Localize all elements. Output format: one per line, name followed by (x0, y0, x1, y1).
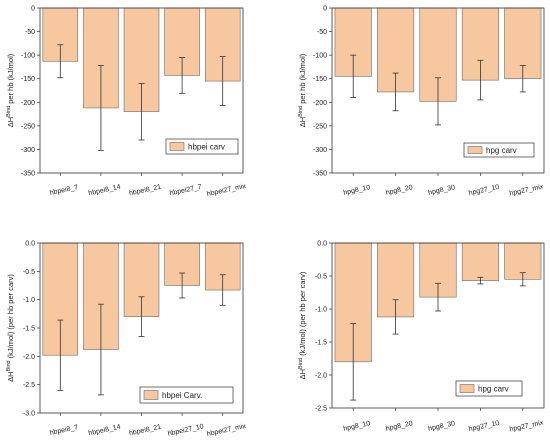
y-tick-label: -350 (21, 171, 35, 178)
y-tick-label: -200 (313, 100, 327, 107)
legend-label: hpg carv (478, 385, 509, 394)
y-tick-label: -1.0 (315, 307, 327, 314)
x-tick-label: hbpei8_14 (88, 184, 122, 198)
x-tick-label: hbpei8_7 (49, 424, 79, 437)
x-tick-label: hpg27_10 (468, 420, 500, 433)
x-tick-label: hbpei8_7 (49, 184, 79, 197)
y-tick-label: -50 (317, 29, 327, 36)
y-tick-label: -150 (313, 76, 327, 83)
x-tick-label: hpg27_mix (509, 419, 544, 433)
y-tick-label: -1.5 (23, 326, 35, 333)
x-tick-label: hbpei8_14 (88, 424, 122, 438)
x-tick-label: hpg8_20 (385, 184, 413, 197)
x-tick-label: hbpei27_mix (206, 423, 247, 438)
y-tick-label: -100 (313, 53, 327, 60)
legend-label: hbpei Carv. (162, 391, 202, 400)
legend-swatch (467, 146, 483, 154)
bar-hpg27_10 (461, 242, 499, 281)
y-tick-label: -200 (21, 100, 35, 107)
x-tick-label: hbpei8_21 (128, 184, 162, 198)
x-tick-label: hpg8_10 (343, 184, 371, 197)
legend-label: hbpei carv (188, 143, 225, 152)
legend-label: hpg carv (486, 146, 517, 155)
x-tick-label: hbpei27_mix (206, 183, 247, 198)
y-axis-label: ΔHBind (kJ/mol) (per hb per carv) (298, 271, 307, 379)
y-tick-label: 0.0 (25, 241, 35, 248)
y-tick-label: -2.0 (315, 373, 327, 380)
y-tick-label: -0.5 (315, 274, 327, 281)
legend: hbpei Carv. (139, 386, 234, 404)
x-tick-label: hpg8_30 (428, 420, 456, 433)
legend: hpg carv (455, 380, 523, 397)
y-tick-label: -50 (25, 29, 35, 36)
y-tick-label: -300 (313, 147, 327, 154)
legend-swatch (459, 384, 475, 393)
y-tick-label: -3.0 (23, 411, 35, 418)
y-tick-label: -2.0 (23, 354, 35, 361)
legend: hbpei carv (165, 138, 239, 155)
x-tick-label: hpg27_mix (509, 183, 544, 197)
x-tick-label: hbpei8_21 (128, 424, 162, 438)
y-tick-label: -150 (21, 76, 35, 83)
y-tick-label: -250 (21, 123, 35, 130)
y-tick-label: -100 (21, 53, 35, 60)
y-tick-label: -1.5 (315, 340, 327, 347)
y-axis-label: ΔHBind per hb (kJ/mol) (298, 53, 307, 127)
x-tick-label: hpg27_10 (468, 184, 500, 197)
chart-panel-bottom-left: 0.0 -0.5 -1.0 -1.5 -2.0 -2.5 -3.0 hbpei8_7 hbpei… (6, 241, 247, 439)
x-tick-label: hbpei27_7 (169, 184, 203, 198)
y-tick-label: -350 (313, 171, 327, 178)
y-axis-label: ΔHBind (kJ/mol) (per hb per carv) (6, 274, 15, 382)
y-tick-label: -250 (313, 123, 327, 130)
y-tick-label: 0.0 (317, 241, 327, 248)
y-tick-label: -2.5 (315, 406, 327, 413)
x-tick-label: hpg8_20 (385, 420, 413, 433)
y-tick-label: -2.5 (23, 382, 35, 389)
chart-panel-top-left: 0 -50 -100 -150 -200 -250 -300 -350 hbpei8_7 hbpe… (6, 6, 247, 199)
x-tick-label: hbpei27_10 (167, 423, 204, 437)
y-tick-label: 0 (323, 6, 327, 13)
y-tick-label: 0 (31, 6, 35, 13)
legend: hpg carv (463, 142, 535, 158)
y-tick-label: -0.5 (23, 269, 35, 276)
y-tick-label: -1.0 (23, 297, 35, 304)
chart-panel-bottom-right: 0.0 -0.5 -1.0 -1.5 -2.0 -2.5 hpg8_10 hpg8_20 hpg… (298, 241, 544, 434)
y-tick-label: -300 (21, 147, 35, 154)
x-tick-label: hpg8_10 (343, 420, 371, 433)
legend-swatch (169, 142, 185, 151)
y-axis-label: ΔHBind per hb (kJ/mol) (6, 53, 15, 127)
x-tick-label: hpg8_30 (428, 184, 456, 197)
legend-box (139, 386, 234, 404)
legend-swatch (143, 390, 159, 400)
chart-panel-top-right: 0 -50 -100 -150 -200 -250 -300 -350 hpg8_10 hpg8_… (298, 6, 544, 198)
